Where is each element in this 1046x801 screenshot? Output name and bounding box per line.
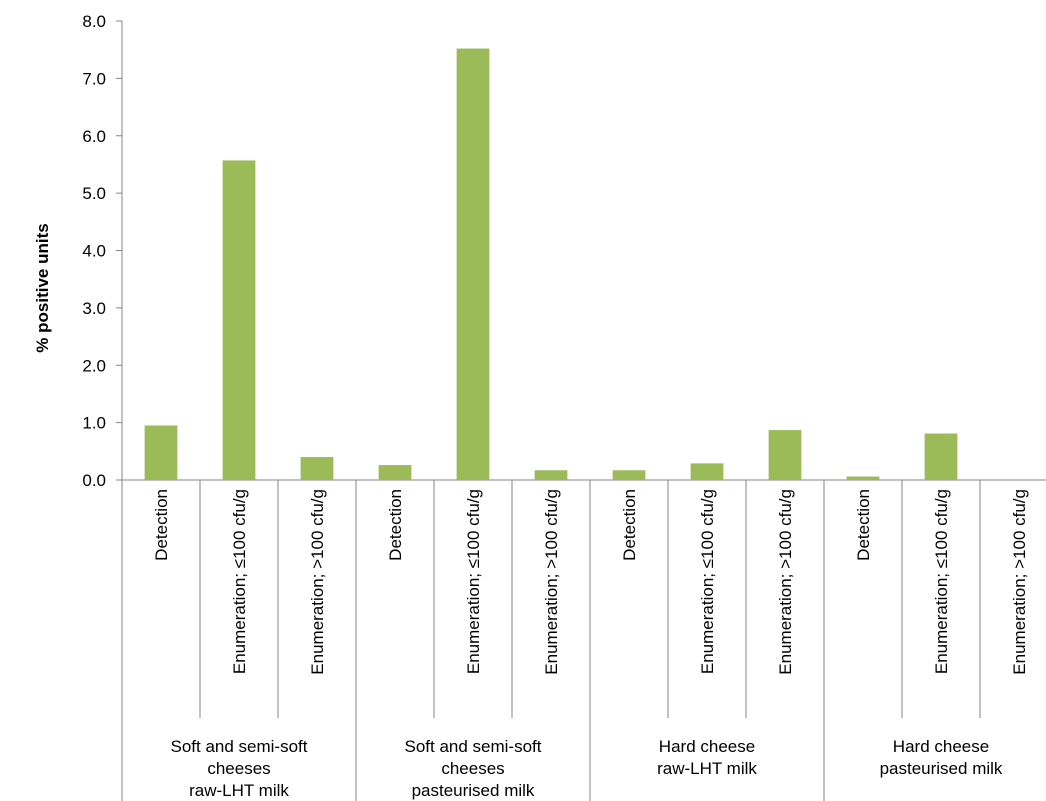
y-tick-label: 2.0: [82, 356, 106, 375]
y-tick-label: 8.0: [82, 12, 106, 31]
x-tick-label: Detection: [620, 489, 639, 561]
bar: [300, 457, 334, 480]
group-label: Hard cheese: [659, 737, 755, 756]
x-tick-label: Enumeration; ≤100 cfu/g: [932, 489, 951, 674]
x-tick-label: Detection: [152, 489, 171, 561]
y-tick-label: 7.0: [82, 69, 106, 88]
x-tick-label: Enumeration; >100 cfu/g: [776, 489, 795, 675]
bar: [690, 463, 724, 480]
bar: [612, 470, 646, 480]
bar: [456, 48, 490, 480]
bar: [534, 470, 568, 480]
y-tick-label: 1.0: [82, 414, 106, 433]
bar: [222, 160, 256, 480]
group-label: Soft and semi-soft: [170, 737, 307, 756]
x-tick-label: Enumeration; >100 cfu/g: [1010, 489, 1029, 675]
group-label: cheeses: [207, 759, 270, 778]
group-label: pasteurised milk: [880, 759, 1003, 778]
group-label: Soft and semi-soft: [404, 737, 541, 756]
bar: [144, 425, 178, 480]
group-label: Hard cheese: [893, 737, 989, 756]
y-axis-label: % positive units: [33, 223, 52, 352]
y-tick-label: 3.0: [82, 299, 106, 318]
y-tick-label: 4.0: [82, 242, 106, 261]
group-label: raw-LHT milk: [657, 759, 757, 778]
y-tick-label: 6.0: [82, 127, 106, 146]
bar: [924, 433, 958, 480]
x-tick-label: Enumeration; ≤100 cfu/g: [230, 489, 249, 674]
x-tick-label: Enumeration; ≤100 cfu/g: [698, 489, 717, 674]
x-tick-label: Detection: [386, 489, 405, 561]
bar: [768, 430, 802, 480]
x-tick-label: Enumeration; ≤100 cfu/g: [464, 489, 483, 674]
x-tick-label: Enumeration; >100 cfu/g: [542, 489, 561, 675]
y-tick-label: 5.0: [82, 184, 106, 203]
y-tick-label: 0.0: [82, 471, 106, 490]
bar: [378, 465, 412, 480]
group-label: raw-LHT milk: [189, 781, 289, 800]
group-label: pasteurised milk: [412, 781, 535, 800]
group-label: cheeses: [441, 759, 504, 778]
x-tick-label: Enumeration; >100 cfu/g: [308, 489, 327, 675]
bar: [846, 476, 880, 480]
x-tick-label: Detection: [854, 489, 873, 561]
